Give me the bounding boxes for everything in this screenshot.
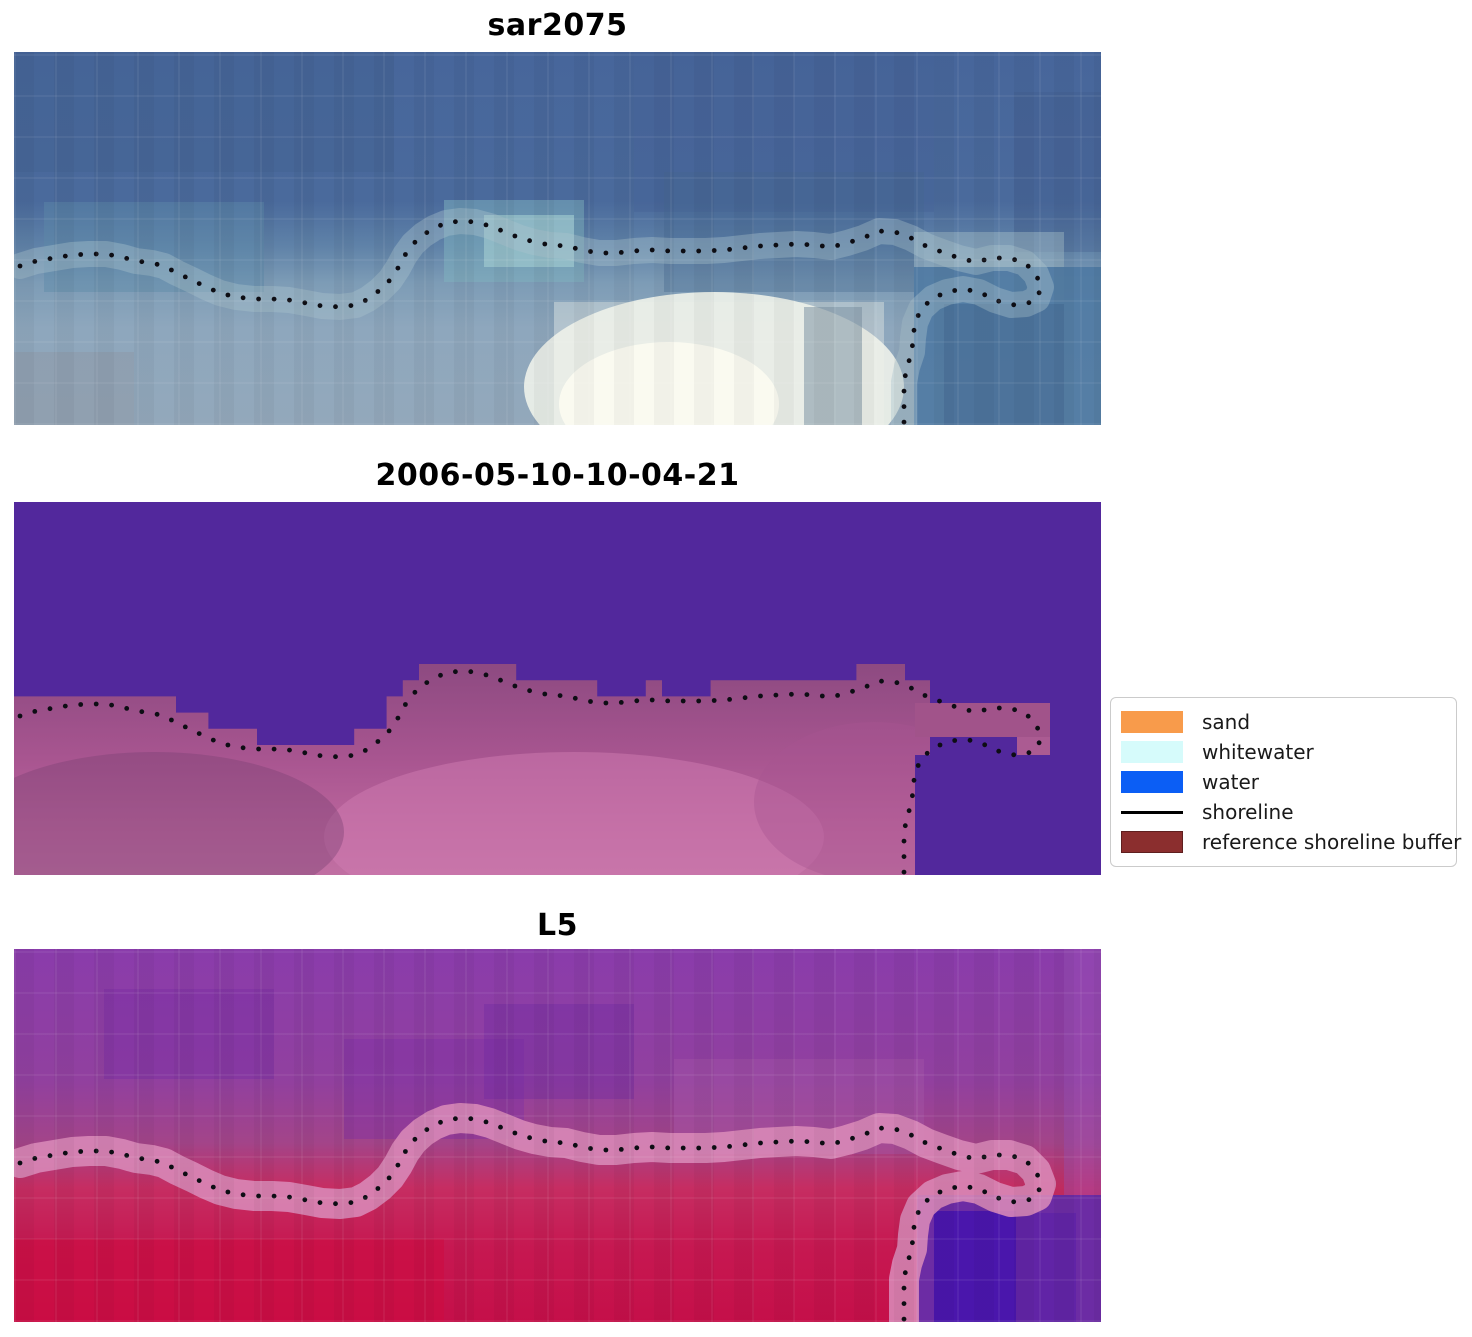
legend-label: water	[1202, 770, 1259, 794]
shoreline-line-icon	[1121, 810, 1183, 814]
legend-row-buffer: reference shoreline buffer	[1121, 827, 1461, 857]
sar-beach-band	[14, 208, 1054, 425]
legend-box: sand whitewater water shoreline referenc…	[1110, 697, 1461, 867]
panel-l5-image	[14, 949, 1101, 1322]
legend-row-shoreline: shoreline	[1121, 797, 1444, 827]
buffer-swatch-icon	[1121, 831, 1183, 853]
panel2-title: 2006-05-10-10-04-21	[375, 458, 740, 493]
legend-row-whitewater: whitewater	[1121, 737, 1444, 767]
l5-deep-water-block	[934, 1211, 1016, 1322]
panel-classification-image	[14, 502, 1101, 875]
buffer-arm	[915, 703, 1050, 737]
l5-image-canvas	[14, 949, 1101, 1322]
water-swatch-icon	[1121, 771, 1183, 793]
shoreline-dots-classification	[17, 669, 1042, 875]
buffer-shading	[14, 722, 930, 875]
legend-label: whitewater	[1202, 740, 1314, 764]
buffer-arm-step	[1017, 737, 1050, 755]
legend-row-sand: sand	[1121, 707, 1444, 737]
sar-image-canvas	[14, 52, 1101, 425]
legend-label: reference shoreline buffer	[1202, 830, 1462, 854]
water-notch	[915, 755, 1101, 875]
l5-sand-band	[14, 1103, 1056, 1322]
panel3-title: L5	[537, 908, 578, 943]
legend-label: sand	[1202, 710, 1251, 734]
panel1-title: sar2075	[487, 8, 628, 43]
sand-swatch-icon	[1121, 711, 1183, 733]
legend-label: shoreline	[1202, 800, 1294, 824]
panel-sar2075-image	[14, 52, 1101, 425]
legend-row-water: water	[1121, 767, 1444, 797]
classification-canvas	[14, 502, 1101, 875]
shoreline-dots-sar	[17, 219, 1042, 425]
whitewater-swatch-icon	[1121, 741, 1183, 763]
shoreline-dots-l5	[17, 1116, 1042, 1322]
